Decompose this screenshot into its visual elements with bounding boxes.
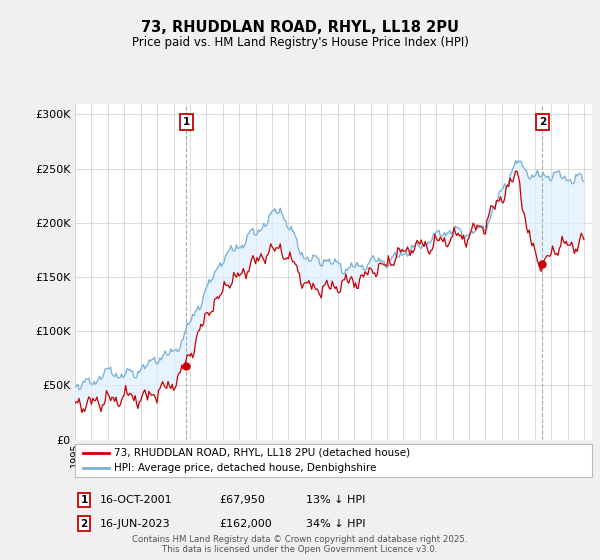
Text: 16-JUN-2023: 16-JUN-2023 (100, 519, 171, 529)
Text: 73, RHUDDLAN ROAD, RHYL, LL18 2PU: 73, RHUDDLAN ROAD, RHYL, LL18 2PU (141, 20, 459, 35)
Text: HPI: Average price, detached house, Denbighshire: HPI: Average price, detached house, Denb… (114, 463, 376, 473)
Text: 73, RHUDDLAN ROAD, RHYL, LL18 2PU (detached house): 73, RHUDDLAN ROAD, RHYL, LL18 2PU (detac… (114, 447, 410, 458)
Text: £67,950: £67,950 (219, 495, 265, 505)
Text: 1: 1 (183, 117, 190, 127)
Text: £162,000: £162,000 (219, 519, 272, 529)
Text: 2: 2 (539, 117, 546, 127)
Text: 13% ↓ HPI: 13% ↓ HPI (306, 495, 365, 505)
Text: 1: 1 (80, 495, 88, 505)
Text: 34% ↓ HPI: 34% ↓ HPI (306, 519, 365, 529)
Text: Contains HM Land Registry data © Crown copyright and database right 2025.
This d: Contains HM Land Registry data © Crown c… (132, 535, 468, 554)
Text: Price paid vs. HM Land Registry's House Price Index (HPI): Price paid vs. HM Land Registry's House … (131, 36, 469, 49)
Text: 16-OCT-2001: 16-OCT-2001 (100, 495, 173, 505)
Text: 2: 2 (80, 519, 88, 529)
